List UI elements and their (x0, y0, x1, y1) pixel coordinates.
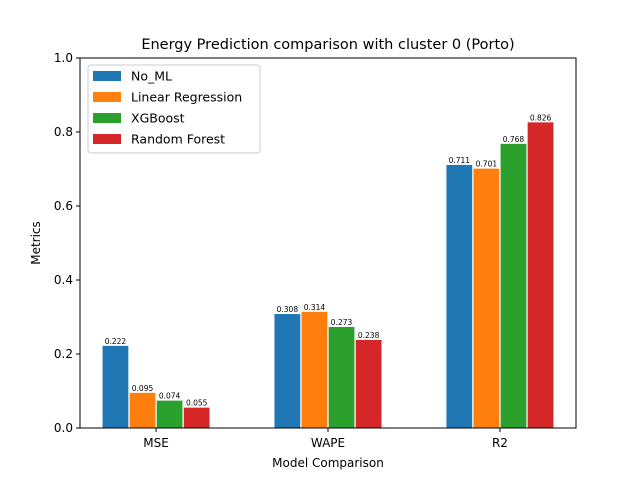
y-axis-label: Metrics (29, 221, 43, 265)
bars-layer (102, 122, 554, 428)
legend-label: Random Forest (131, 132, 225, 147)
legend-item-linear-regression[interactable]: Linear Regression (93, 90, 242, 105)
bar-linear-regression-r2 (473, 168, 500, 428)
bar-linear-regression-mse (129, 392, 156, 428)
data-label-no-ml-r2: 0.711 (449, 156, 471, 165)
x-axis-label: Model Comparison (272, 456, 384, 470)
x-axis: MSE WAPE R2 (143, 428, 508, 450)
data-label-no-ml-wape: 0.308 (277, 305, 299, 314)
legend-label: XGBoost (131, 111, 185, 126)
y-tick-label: 0.6 (54, 199, 73, 213)
legend-box (87, 64, 261, 154)
legend-swatch (93, 134, 121, 144)
bar-random-forest-mse (183, 407, 210, 428)
data-label-linear-regression-mse: 0.095 (132, 384, 154, 393)
bar-random-forest-wape (355, 339, 382, 428)
y-tick-label: 0.4 (54, 273, 73, 287)
legend-swatch (93, 71, 121, 81)
bar-no-ml-mse (102, 345, 129, 428)
data-label-linear-regression-wape: 0.314 (304, 303, 326, 312)
data-label-random-forest-wape: 0.238 (358, 331, 380, 340)
bar-xgboost-r2 (500, 143, 527, 428)
data-label-no-ml-mse: 0.222 (105, 337, 127, 346)
legend[interactable]: No_ML Linear Regression XGBoost Random Fore… (87, 64, 261, 154)
legend-item-xgboost[interactable]: XGBoost (93, 111, 185, 126)
bar-random-forest-r2 (527, 122, 554, 428)
data-labels-layer: 0.222 0.308 0.711 0.095 0.314 0.701 0.074 0.273… (105, 113, 552, 407)
data-label-random-forest-mse: 0.055 (186, 399, 208, 408)
chart-title: Energy Prediction comparison with cluste… (141, 37, 514, 53)
data-label-random-forest-r2: 0.826 (530, 113, 552, 122)
legend-swatch (93, 113, 121, 123)
data-label-linear-regression-r2: 0.701 (476, 160, 498, 169)
data-label-xgboost-mse: 0.074 (159, 392, 181, 401)
bar-no-ml-wape (274, 314, 301, 428)
y-tick-label: 0.2 (54, 347, 73, 361)
legend-label: Linear Regression (131, 90, 242, 105)
bar-xgboost-mse (156, 400, 183, 428)
y-tick-label: 0.0 (54, 421, 73, 435)
bar-linear-regression-wape (301, 311, 328, 428)
x-tick-label-r2: R2 (492, 436, 508, 450)
bar-no-ml-r2 (446, 164, 473, 428)
x-tick-label-mse: MSE (143, 436, 169, 450)
data-label-xgboost-r2: 0.768 (503, 135, 525, 144)
legend-swatch (93, 92, 121, 102)
legend-item-no-ml[interactable]: No_ML (93, 69, 172, 84)
y-tick-label: 1.0 (54, 51, 73, 65)
legend-item-random-forest[interactable]: Random Forest (93, 132, 225, 147)
y-tick-label: 0.8 (54, 125, 73, 139)
data-label-xgboost-wape: 0.273 (331, 318, 353, 327)
y-axis: 0.0 0.2 0.4 0.6 0.8 1.0 (54, 51, 80, 435)
legend-label: No_ML (131, 69, 172, 84)
bar-xgboost-wape (328, 326, 355, 428)
x-tick-label-wape: WAPE (311, 436, 345, 450)
